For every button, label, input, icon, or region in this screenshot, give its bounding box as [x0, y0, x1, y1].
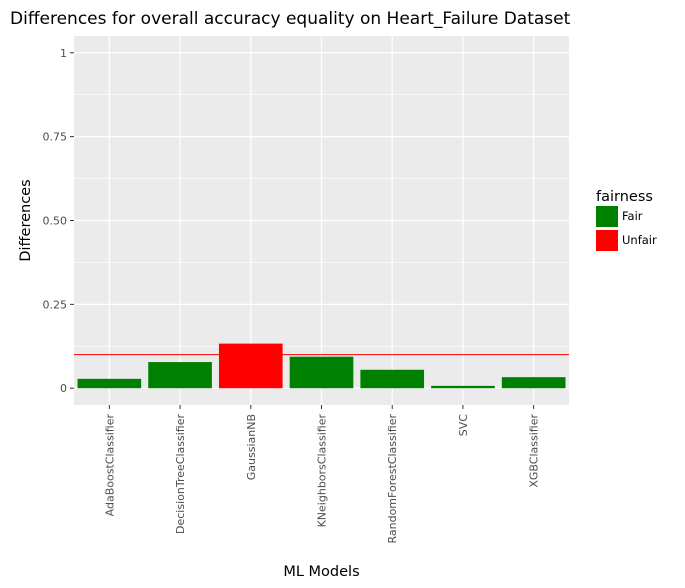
x-tick-label: KNeighborsClassifier	[316, 414, 329, 528]
bar-RandomForestClassifier	[360, 369, 425, 389]
legend-label-fair: Fair	[622, 209, 643, 223]
legend: fairness Fair Unfair	[596, 189, 657, 251]
bar-KNeighborsClassifier	[289, 356, 354, 389]
y-tick-label: 0.25	[43, 298, 68, 311]
bar-DecisionTreeClassifier	[148, 362, 212, 389]
y-tick-label: 0.50	[43, 215, 68, 228]
y-tick-label: 0.75	[43, 131, 68, 144]
y-axis-title: Differences	[18, 179, 34, 261]
y-tick-label: 0	[60, 382, 67, 395]
y-axis: 0 0.25 0.50 0.75 1	[43, 47, 74, 395]
x-tick-label: XGBClassifier	[528, 414, 541, 488]
x-tick-label: DecisionTreeClassifier	[174, 414, 187, 534]
legend-title: fairness	[596, 189, 653, 205]
x-axis: AdaBoostClassifier DecisionTreeClassifier…	[103, 405, 541, 544]
legend-key-fair	[596, 206, 618, 227]
bar-AdaBoostClassifier	[77, 378, 142, 389]
x-tick-label: SVC	[457, 414, 470, 437]
bar-XGBClassifier	[501, 377, 566, 389]
x-tick-label: GaussianNB	[245, 414, 258, 480]
legend-label-unfair: Unfair	[622, 233, 657, 247]
x-tick-label: RandomForestClassifier	[386, 414, 399, 544]
legend-key-unfair	[596, 230, 618, 251]
bars	[77, 343, 566, 389]
x-tick-label: AdaBoostClassifier	[103, 414, 116, 517]
bar-GaussianNB	[218, 343, 283, 389]
chart-title: Differences for overall accuracy equalit…	[10, 9, 571, 29]
x-axis-title: ML Models	[283, 564, 359, 580]
y-tick-label: 1	[60, 47, 67, 60]
grid	[74, 36, 569, 405]
bar-SVC	[431, 385, 495, 389]
